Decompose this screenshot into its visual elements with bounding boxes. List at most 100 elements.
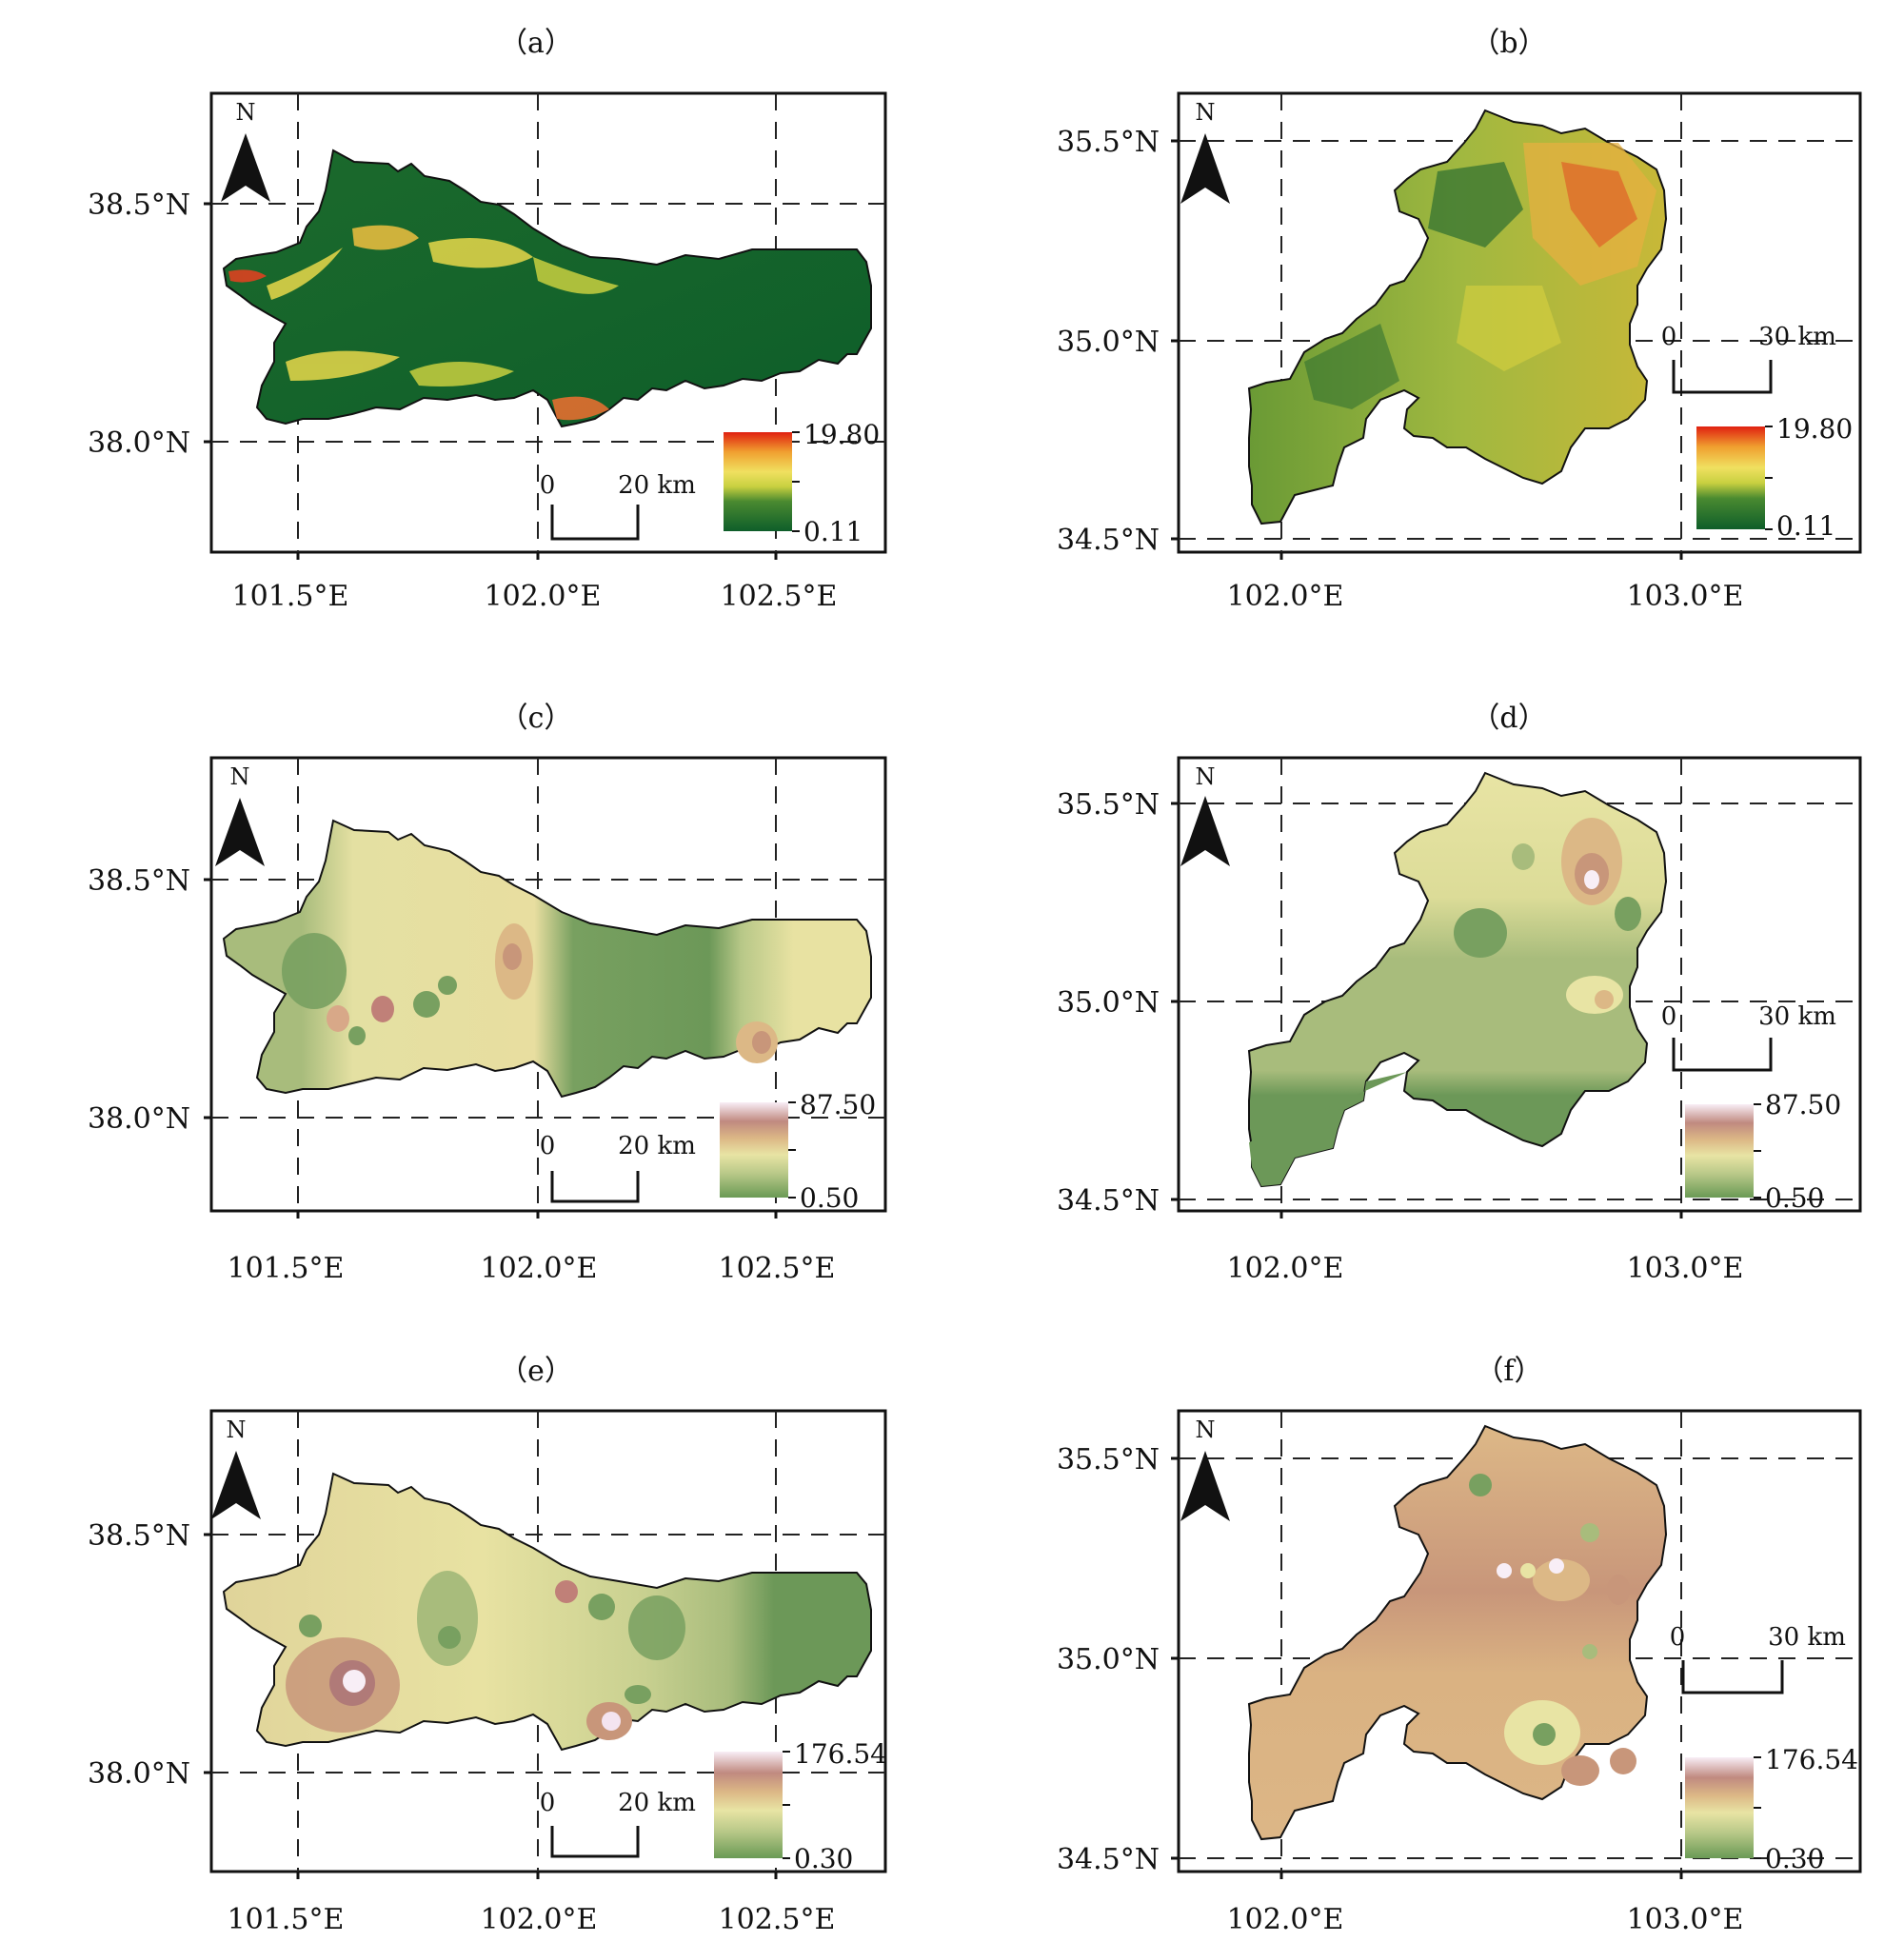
legend-max: 19.80 (803, 419, 880, 450)
lat-tick-label: 34.5°N (1057, 524, 1160, 557)
lat-tick-label: 38.5°N (88, 864, 190, 898)
lat-tick-label: 38.5°N (88, 1519, 190, 1553)
legend-max: 19.80 (1776, 413, 1853, 445)
scale-distance: 30 km (1768, 1623, 1846, 1652)
lat-tick-label: 35.5°N (1057, 1443, 1160, 1476)
study-area-west (222, 819, 872, 1099)
lat-tick-label: 35.0°N (1057, 986, 1160, 1020)
scale-bar: 0 30 km (1661, 323, 1836, 394)
color-legend: 19.80 0.11 (1696, 413, 1853, 542)
interpolation-patches (286, 1571, 685, 1740)
panel-title: （d） (1471, 702, 1546, 735)
legend-min: 0.30 (794, 1843, 853, 1874)
scale-bar: 0 30 km (1670, 1623, 1846, 1694)
lon-axis: 101.5°E 102.0°E 102.5°E (232, 552, 837, 613)
north-arrow-icon (211, 1451, 261, 1519)
north-arrow: N (215, 763, 265, 866)
scale-bar: 0 20 km (540, 471, 696, 541)
scale-bar: 0 20 km (540, 1789, 696, 1858)
lat-axis: 35.5°N 35.0°N 34.5°N (1057, 1443, 1179, 1876)
lat-axis: 38.5°N 38.0°N (88, 864, 211, 1136)
lon-tick-label: 102.0°E (481, 1903, 598, 1936)
north-label: N (227, 1417, 247, 1443)
lat-tick-label: 34.5°N (1057, 1843, 1160, 1876)
scale-distance: 30 km (1758, 323, 1836, 351)
lon-tick-label: 102.0°E (1227, 1252, 1344, 1285)
lat-tick-label: 35.5°N (1057, 788, 1160, 822)
legend-min: 0.50 (800, 1182, 859, 1214)
north-arrow-icon (1180, 1451, 1230, 1521)
north-arrow: N (1180, 1417, 1230, 1521)
scale-zero: 0 (1661, 323, 1677, 351)
north-label: N (236, 99, 256, 126)
lat-tick-label: 34.5°N (1057, 1184, 1160, 1218)
lon-tick-label: 102.0°E (485, 580, 602, 613)
lat-tick-label: 38.0°N (88, 1757, 190, 1791)
interpolation-patches (1469, 1474, 1636, 1786)
legend-max: 176.54 (794, 1738, 887, 1770)
panel-d: （d） N 0 30 km (1057, 702, 1862, 1285)
terrain-pattern (1304, 143, 1656, 409)
lon-tick-label: 102.0°E (1227, 580, 1344, 613)
study-area-east (1247, 771, 1668, 1188)
lon-axis: 102.0°E 103.0°E (1227, 552, 1744, 613)
north-label: N (1196, 99, 1216, 126)
panel-f: （f） N 0 30 (1057, 1355, 1862, 1936)
lon-tick-label: 102.5°E (719, 1252, 836, 1285)
north-label: N (1196, 1417, 1216, 1443)
scale-distance: 20 km (618, 1789, 696, 1817)
lon-tick-label: 103.0°E (1627, 1252, 1744, 1285)
lat-axis: 38.5°N 38.0°N (88, 1519, 211, 1791)
lon-tick-label: 101.5°E (228, 1252, 345, 1285)
scale-zero: 0 (540, 1789, 556, 1817)
north-arrow-icon (1180, 796, 1230, 866)
lon-axis: 102.0°E 103.0°E (1227, 1872, 1744, 1936)
lat-tick-label: 38.0°N (88, 1102, 190, 1136)
north-arrow: N (221, 99, 270, 202)
panel-title: （c） (500, 702, 573, 735)
lon-tick-label: 103.0°E (1627, 580, 1744, 613)
lat-axis: 38.5°N 38.0°N (88, 188, 211, 460)
color-legend: 176.54 0.30 (714, 1738, 887, 1874)
lon-tick-label: 101.5°E (232, 580, 349, 613)
scale-zero: 0 (1670, 1623, 1686, 1652)
panel-title: （a） (499, 27, 573, 60)
color-legend: 176.54 0.30 (1685, 1744, 1858, 1874)
color-legend: 19.80 0.11 (724, 419, 880, 547)
legend-min: 0.50 (1765, 1182, 1824, 1214)
lon-axis: 101.5°E 102.0°E 102.5°E (228, 1872, 836, 1936)
panel-title: （f） (1475, 1355, 1542, 1388)
interpolation-patches (1249, 818, 1641, 1186)
north-arrow-icon (215, 798, 265, 866)
panel-title: （b） (1471, 27, 1546, 60)
lat-axis: 35.5°N 35.0°N 34.5°N (1057, 788, 1179, 1218)
north-arrow: N (1180, 99, 1230, 204)
lon-axis: 101.5°E 102.0°E 102.5°E (228, 1211, 836, 1285)
terrain-pattern (228, 225, 619, 421)
lat-tick-label: 38.0°N (88, 426, 190, 460)
color-legend: 87.50 0.50 (1685, 1089, 1841, 1214)
legend-max: 87.50 (1765, 1089, 1841, 1120)
north-label: N (230, 763, 250, 790)
legend-max: 176.54 (1765, 1744, 1858, 1775)
interpolation-patches (282, 923, 778, 1063)
scale-bar: 0 20 km (540, 1132, 696, 1203)
north-arrow-icon (1180, 133, 1230, 204)
legend-min: 0.11 (1776, 510, 1835, 542)
scale-distance: 20 km (618, 471, 696, 500)
lon-tick-label: 102.0°E (1227, 1903, 1344, 1936)
lat-tick-label: 38.5°N (88, 188, 190, 222)
scale-distance: 20 km (618, 1132, 696, 1160)
lat-tick-label: 35.0°N (1057, 1643, 1160, 1676)
legend-max: 87.50 (800, 1089, 876, 1120)
panel-title: （e） (499, 1355, 573, 1388)
scale-bar: 0 30 km (1661, 1002, 1836, 1072)
scale-zero: 0 (540, 471, 556, 500)
scale-zero: 0 (540, 1132, 556, 1160)
scale-zero: 0 (1661, 1002, 1677, 1031)
north-arrow: N (211, 1417, 261, 1519)
panel-c: （c） N 0 20 km (88, 702, 887, 1285)
lon-tick-label: 103.0°E (1627, 1903, 1744, 1936)
panel-e: （e） N 0 20 (88, 1355, 887, 1936)
lon-tick-label: 102.5°E (719, 1903, 836, 1936)
